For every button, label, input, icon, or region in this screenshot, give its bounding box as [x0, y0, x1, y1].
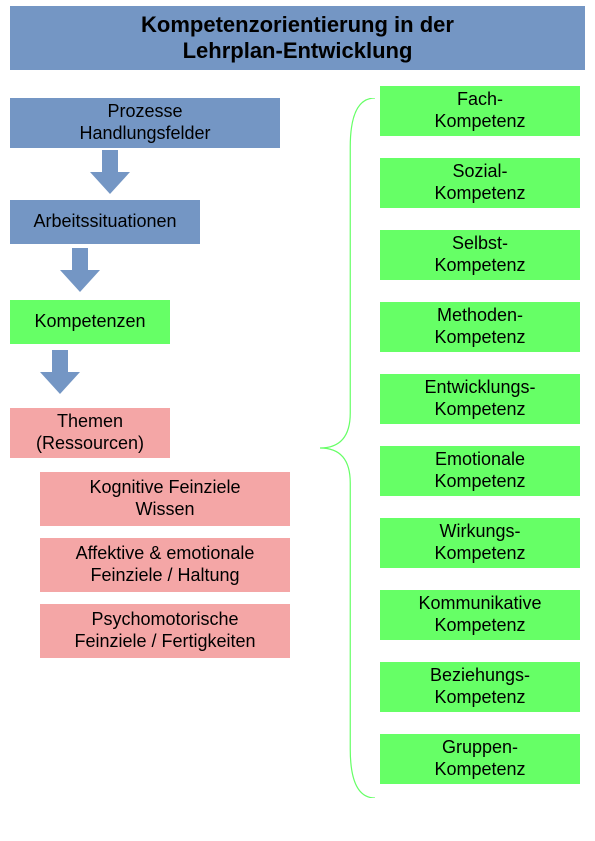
competence-item-8-label: KommunikativeKompetenz [418, 593, 541, 636]
competence-item-4: Methoden-Kompetenz [380, 302, 580, 352]
competence-item-3: Selbst-Kompetenz [380, 230, 580, 280]
competence-item-1: Fach-Kompetenz [380, 86, 580, 136]
competence-item-3-label: Selbst-Kompetenz [434, 233, 525, 276]
box-kognitiv: Kognitive FeinzieleWissen [40, 472, 290, 526]
box-arbeitssituationen-label: Arbeitssituationen [33, 211, 176, 233]
page-title: Kompetenzorientierung in derLehrplan-Ent… [10, 6, 585, 70]
competence-item-8: KommunikativeKompetenz [380, 590, 580, 640]
box-affektiv: Affektive & emotionaleFeinziele / Haltun… [40, 538, 290, 592]
competence-item-9-label: Beziehungs-Kompetenz [430, 665, 530, 708]
competence-item-9: Beziehungs-Kompetenz [380, 662, 580, 712]
box-affektiv-label: Affektive & emotionaleFeinziele / Haltun… [76, 543, 255, 586]
competence-item-6: EmotionaleKompetenz [380, 446, 580, 496]
page-title-text: Kompetenzorientierung in derLehrplan-Ent… [141, 12, 454, 65]
box-arbeitssituationen: Arbeitssituationen [10, 200, 200, 244]
box-themen: Themen(Ressourcen) [10, 408, 170, 458]
box-psychomotorisch: PsychomotorischeFeinziele / Fertigkeiten [40, 604, 290, 658]
competence-item-10-label: Gruppen-Kompetenz [434, 737, 525, 780]
box-kompetenzen: Kompetenzen [10, 300, 170, 344]
competence-item-7: Wirkungs-Kompetenz [380, 518, 580, 568]
competence-item-5: Entwicklungs-Kompetenz [380, 374, 580, 424]
competence-item-2-label: Sozial-Kompetenz [434, 161, 525, 204]
box-prozesse: ProzesseHandlungsfelder [10, 98, 280, 148]
box-psychomotorisch-label: PsychomotorischeFeinziele / Fertigkeiten [74, 609, 255, 652]
competence-item-1-label: Fach-Kompetenz [434, 89, 525, 132]
competence-item-5-label: Entwicklungs-Kompetenz [424, 377, 535, 420]
down-arrow-1 [90, 150, 130, 194]
box-kompetenzen-label: Kompetenzen [34, 311, 145, 333]
box-kognitiv-label: Kognitive FeinzieleWissen [89, 477, 240, 520]
down-arrow-3 [40, 350, 80, 394]
competence-item-2: Sozial-Kompetenz [380, 158, 580, 208]
brace [320, 98, 375, 798]
box-themen-label: Themen(Ressourcen) [36, 411, 144, 454]
down-arrow-2 [60, 248, 100, 292]
box-prozesse-label: ProzesseHandlungsfelder [79, 101, 210, 144]
competence-item-6-label: EmotionaleKompetenz [434, 449, 525, 492]
competence-item-10: Gruppen-Kompetenz [380, 734, 580, 784]
competence-item-7-label: Wirkungs-Kompetenz [434, 521, 525, 564]
competence-item-4-label: Methoden-Kompetenz [434, 305, 525, 348]
